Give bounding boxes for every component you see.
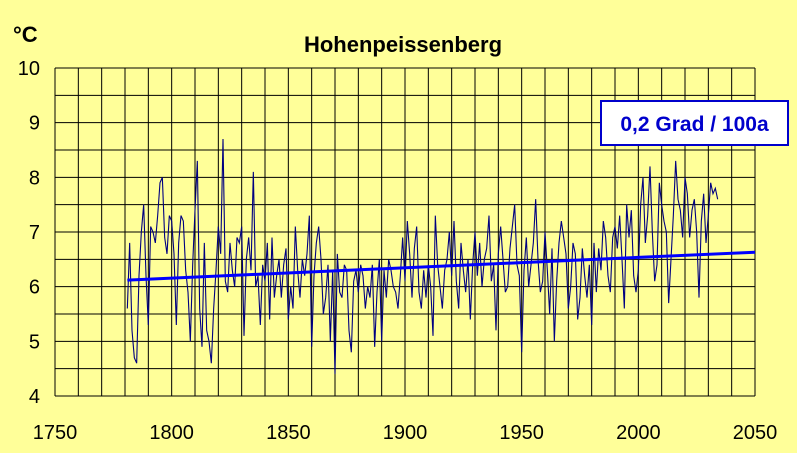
x-tick-label: 1750 — [33, 422, 78, 444]
y-tick-label: 4 — [29, 386, 40, 408]
trend-annotation: 0,2 Grad / 100a — [620, 113, 769, 136]
y-tick-label: 8 — [29, 167, 40, 189]
x-tick-label: 2000 — [616, 422, 661, 444]
x-tick-label: 1800 — [149, 422, 194, 444]
y-tick-label: 5 — [29, 331, 40, 353]
trend-line — [127, 250, 756, 282]
x-tick-label: 1950 — [499, 422, 544, 444]
x-axis-ticks: 1750 1800 1850 1900 1950 2000 2050 — [33, 422, 778, 444]
y-tick-label: 7 — [29, 222, 40, 244]
y-tick-label: 10 — [18, 58, 40, 80]
annotation-box — [600, 100, 789, 146]
chart-grid — [54, 67, 756, 397]
y-axis-ticks: 4 5 6 7 8 9 10 — [18, 58, 40, 408]
x-tick-label: 1900 — [383, 422, 428, 444]
x-tick-label: 2050 — [733, 422, 778, 444]
chart-title: Hohenpeissenberg — [304, 32, 502, 57]
temperature-series-line — [126, 139, 719, 375]
y-tick-label: 9 — [29, 113, 40, 135]
x-tick-label: 1850 — [266, 422, 311, 444]
unit-label: °C — [13, 22, 38, 47]
y-tick-label: 6 — [29, 277, 40, 299]
